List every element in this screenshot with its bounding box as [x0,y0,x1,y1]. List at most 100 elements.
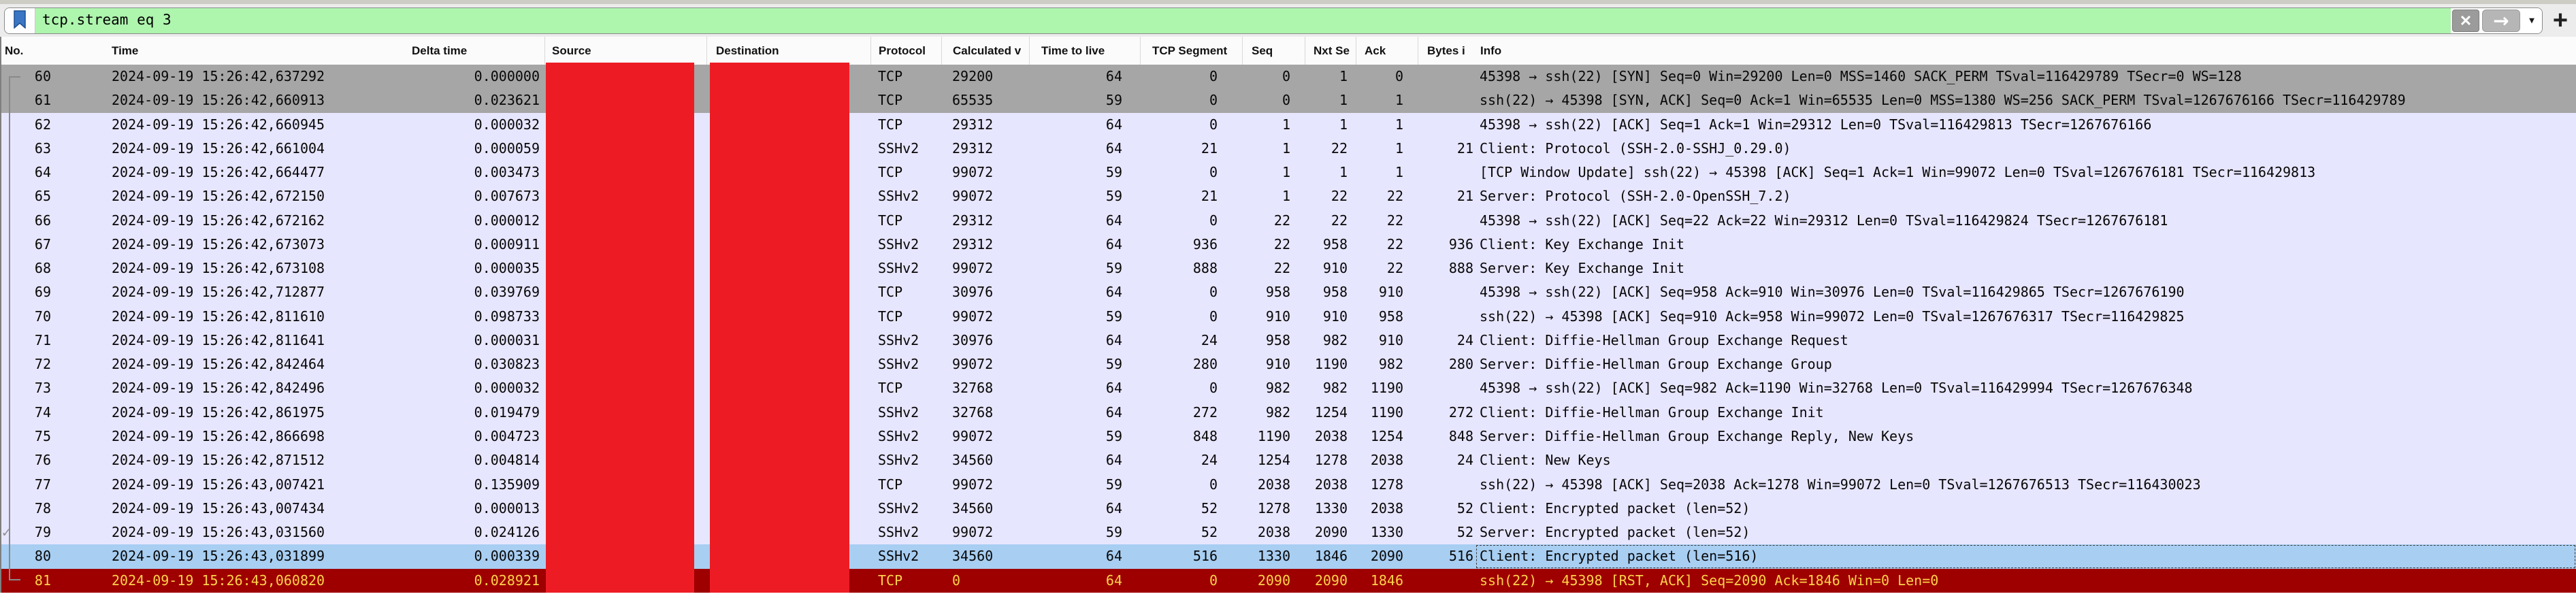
packet-row-77[interactable]: 77 2024-09-19 15:26:43,007421 0.135909 TCP 9… [0,472,2576,497]
packet-row-63[interactable]: 63 2024-09-19 15:26:42,661004 0.000059 SSHv… [0,136,2576,161]
cell-ack: 22 [1386,235,1403,252]
packet-row-72[interactable]: 72 2024-09-19 15:26:42,842464 0.030823 SSHv… [0,352,2576,377]
packet-row-66[interactable]: 66 2024-09-19 15:26:42,672162 0.000012 TCP 2… [0,208,2576,233]
destination-redaction-overlay [710,63,849,593]
cell-seg: 516 [1192,548,1218,565]
packet-row-78[interactable]: 78 2024-09-19 15:26:43,007434 0.000013 SSHv… [0,496,2576,521]
cell-bytes: 280 [1448,356,1473,373]
packet-row-68[interactable]: 68 2024-09-19 15:26:42,673108 0.000035 SSHv… [0,257,2576,281]
related-packets-last-tick [9,579,20,580]
packet-row-79[interactable]: ✓ 79 2024-09-19 15:26:43,031560 0.024126 SSH… [0,521,2576,545]
cell-win: 29312 [952,235,994,252]
cell-nxt: 22 [1331,188,1348,205]
packet-row-71[interactable]: 71 2024-09-19 15:26:42,811641 0.000031 SSHv… [0,328,2576,353]
cell-win: 32768 [952,380,994,397]
column-header-time[interactable]: Time [112,44,139,57]
packet-row-60[interactable]: 60 2024-09-19 15:26:42,637292 0.000000 TCP 2… [0,65,2576,89]
cell-time: 2024-09-19 15:26:42,660945 [112,116,325,133]
packet-row-69[interactable]: 69 2024-09-19 15:26:42,712877 0.039769 TCP 3… [0,280,2576,305]
packet-row-80[interactable]: 80 2024-09-19 15:26:43,031899 0.000339 SSHv… [0,544,2576,569]
cell-seg: 24 [1201,452,1218,469]
cell-seq: 910 [1265,356,1290,373]
cell-win: 0 [952,572,961,589]
packet-row-74[interactable]: 74 2024-09-19 15:26:42,861975 0.019479 SSHv… [0,400,2576,425]
cell-bytes [1418,473,1476,497]
column-header-no[interactable]: No. [5,44,24,57]
column-header-ttl[interactable]: Time to live [1029,37,1140,65]
packet-row-62[interactable]: 62 2024-09-19 15:26:42,660945 0.000032 TCP 2… [0,112,2576,137]
packet-row-65[interactable]: 65 2024-09-19 15:26:42,672150 0.007673 SSHv… [0,184,2576,209]
packet-row-75[interactable]: 75 2024-09-19 15:26:42,866698 0.004723 SSHv… [0,424,2576,449]
cell-ttl: 59 [1105,92,1122,109]
column-header-seg[interactable]: TCP Segment [1140,37,1242,65]
packet-row-76[interactable]: 76 2024-09-19 15:26:42,871512 0.004814 SSHv… [0,448,2576,473]
chevron-down-icon[interactable]: ▼ [2522,8,2542,33]
column-header-src[interactable]: Source [544,37,706,65]
filter-toolbar: tcp.stream eq 3 ✕ → ▼ + [0,4,2576,37]
packet-row-73[interactable]: 73 2024-09-19 15:26:42,842496 0.000032 TCP 3… [0,376,2576,401]
cell-bytes [1418,88,1476,112]
cell-time: 2024-09-19 15:26:42,861975 [112,404,325,421]
cell-no: 78 [34,499,51,516]
cell-delta: 0.000013 [474,499,540,516]
cell-time: 2024-09-19 15:26:42,660913 [112,92,325,109]
filter-input[interactable]: tcp.stream eq 3 [35,8,2451,33]
cell-protocol: SSHv2 [878,452,919,469]
column-header-info[interactable]: Info [1480,44,1502,57]
cell-info: ssh(22) → 45398 [ACK] Seq=910 Ack=958 Wi… [1480,308,2185,325]
cell-nxt: 1846 [1314,548,1348,565]
cell-delta: 0.000911 [474,235,540,252]
column-header-ack[interactable]: Ack [1356,37,1418,65]
column-header-seq[interactable]: Seq [1242,37,1305,65]
packet-row-70[interactable]: 70 2024-09-19 15:26:42,811610 0.098733 TCP 9… [0,304,2576,329]
cell-nxt: 1 [1339,164,1348,181]
add-filter-button[interactable]: + [2552,5,2569,35]
cell-bytes: 516 [1448,548,1473,565]
cell-nxt: 2090 [1314,524,1348,541]
display-filter-field[interactable]: tcp.stream eq 3 ✕ → ▼ [4,7,2543,34]
cell-win: 99072 [952,356,994,373]
cell-seg: 0 [1209,308,1218,325]
cell-protocol: TCP [878,572,903,589]
cell-seq: 1330 [1257,548,1290,565]
cell-no: 61 [34,92,51,109]
packet-row-61[interactable]: 61 2024-09-19 15:26:42,660913 0.023621 TCP 6… [0,88,2576,113]
cell-ack: 1 [1395,164,1403,181]
cell-time: 2024-09-19 15:26:43,007434 [112,499,325,516]
column-header-bytes[interactable]: Bytes i [1418,37,1476,65]
cell-info: Client: Key Exchange Init [1480,235,1685,252]
apply-filter-button[interactable]: → [2482,10,2520,32]
cell-no: 66 [34,212,51,229]
packet-row-67[interactable]: 67 2024-09-19 15:26:42,673073 0.000911 SSHv… [0,232,2576,257]
clear-filter-button[interactable]: ✕ [2452,10,2479,32]
cell-no: 76 [34,452,51,469]
cell-bytes: 272 [1448,404,1473,421]
cell-delta: 0.030823 [474,356,540,373]
packet-row-64[interactable]: 64 2024-09-19 15:26:42,664477 0.003473 TCP 9… [0,161,2576,185]
cell-nxt: 1 [1339,92,1348,109]
column-header-win[interactable]: Calculated v [941,37,1029,65]
cell-info: Server: Key Exchange Init [1480,260,1685,277]
cell-delta: 0.098733 [474,308,540,325]
column-header-dst[interactable]: Destination [706,37,870,65]
column-header-nxt[interactable]: Nxt Se [1305,37,1356,65]
cell-ttl: 64 [1105,212,1122,229]
cell-protocol: SSHv2 [878,404,919,421]
cell-seq: 1 [1282,188,1290,205]
cell-ack: 1846 [1370,572,1403,589]
cell-seq: 1190 [1257,427,1290,444]
cell-info: Client: Diffie-Hellman Group Exchange In… [1480,404,1824,421]
cell-seq: 1 [1282,164,1290,181]
packet-row-81[interactable]: 81 2024-09-19 15:26:43,060820 0.028921 TCP 0… [0,568,2576,593]
column-header-delta[interactable]: Delta time [412,44,468,57]
check-icon: ✓ [2,524,11,541]
cell-info: Client: New Keys [1480,452,1611,469]
cell-win: 99072 [952,476,994,493]
cell-info: Client: Diffie-Hellman Group Exchange Re… [1480,331,1848,348]
cell-protocol: TCP [878,92,903,109]
cell-seq: 1 [1282,139,1290,157]
cell-bytes: 52 [1456,499,1473,516]
column-header-protocol[interactable]: Protocol [870,37,941,65]
cell-info: Client: Encrypted packet (len=516) [1476,544,2576,568]
filter-bookmark-button[interactable] [5,8,35,33]
